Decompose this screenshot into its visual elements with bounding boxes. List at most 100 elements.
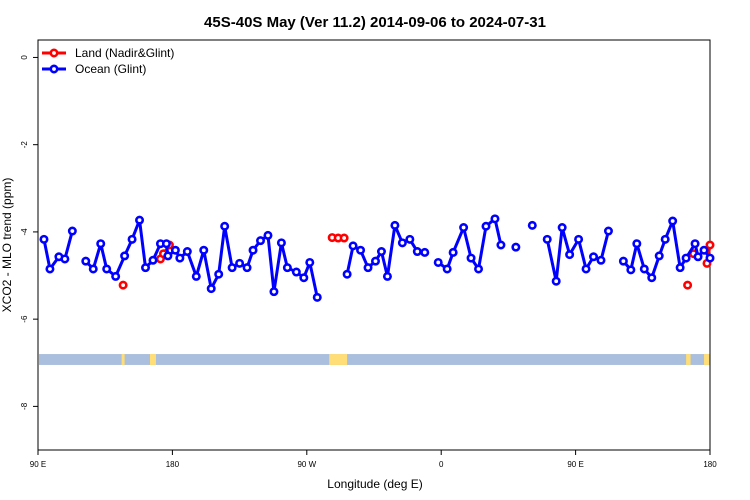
data-point — [161, 239, 171, 249]
x-tick-label: 0 — [439, 460, 444, 469]
data-point — [214, 269, 224, 279]
data-point — [705, 240, 715, 250]
data-point — [596, 255, 606, 265]
y-axis: 0 -2 -4 -6 -8 — [20, 55, 38, 410]
data-point — [668, 216, 678, 226]
data-point — [175, 253, 185, 263]
data-point — [699, 245, 709, 255]
land-band-segment — [686, 354, 691, 365]
data-point — [382, 271, 392, 281]
x-tick-label: 180 — [703, 460, 717, 469]
legend-marker — [49, 64, 59, 74]
data-point — [603, 226, 613, 236]
data-point — [299, 273, 309, 283]
data-point — [490, 214, 500, 224]
land-band-segment — [704, 354, 710, 365]
data-point — [647, 273, 657, 283]
data-point — [102, 264, 112, 274]
data-point — [248, 245, 258, 255]
y-tick-label: -6 — [20, 315, 29, 323]
data-point — [581, 264, 591, 274]
data-point — [263, 230, 273, 240]
data-point — [111, 271, 121, 281]
data-point — [141, 263, 151, 273]
data-point — [96, 239, 106, 249]
data-point — [342, 269, 352, 279]
data-point — [148, 255, 158, 265]
data-point — [589, 252, 599, 262]
data-point — [433, 257, 443, 267]
data-point — [220, 221, 230, 231]
data-point — [496, 240, 506, 250]
data-point — [276, 238, 286, 248]
y-axis-label: XCO2 - MLO trend (ppm) — [0, 178, 14, 313]
data-point — [675, 263, 685, 273]
data-point — [527, 220, 537, 230]
data-point — [632, 239, 642, 249]
data-point — [291, 267, 301, 277]
data-point — [459, 223, 469, 233]
x-tick-label: 90 W — [297, 460, 316, 469]
ocean-band — [39, 354, 709, 365]
data-point — [654, 251, 664, 261]
legend: Land (Nadir&Glint) Ocean (Glint) — [42, 46, 174, 76]
data-point — [182, 247, 192, 257]
data-point — [412, 247, 422, 257]
data-point — [474, 264, 484, 274]
plot-frame — [37, 39, 711, 451]
data-point — [256, 236, 266, 246]
legend-label: Ocean (Glint) — [75, 62, 146, 76]
data-point — [574, 234, 584, 244]
data-point — [405, 234, 415, 244]
data-point — [705, 253, 715, 263]
data-point — [199, 245, 209, 255]
y-tick-label: -8 — [20, 402, 29, 410]
data-point — [206, 284, 216, 294]
data-point — [466, 253, 476, 263]
data-point — [639, 264, 649, 274]
data-series — [39, 214, 715, 302]
data-point — [626, 265, 636, 275]
data-point — [227, 263, 237, 273]
data-point — [420, 247, 430, 257]
chart-title: 45S-40S May (Ver 11.2) 2014-09-06 to 202… — [204, 14, 546, 31]
land-band-segment — [150, 354, 156, 365]
series-line — [42, 230, 74, 271]
data-point — [60, 254, 70, 264]
data-point — [565, 250, 575, 260]
y-tick-label: -2 — [20, 141, 29, 149]
data-point — [312, 292, 322, 302]
series-line — [84, 218, 319, 298]
data-point — [363, 263, 373, 273]
land-band-segment — [329, 354, 348, 365]
x-tick-label: 90 E — [30, 460, 46, 469]
data-point — [282, 263, 292, 273]
data-point — [269, 287, 279, 297]
data-point — [690, 239, 700, 249]
data-point — [170, 245, 180, 255]
data-point — [683, 280, 693, 290]
data-point — [442, 264, 452, 274]
data-point — [660, 234, 670, 244]
legend-marker — [49, 48, 59, 58]
surface-band — [39, 354, 710, 365]
x-tick-label: 180 — [166, 460, 180, 469]
data-point — [120, 251, 130, 261]
data-point — [693, 252, 703, 262]
data-point — [339, 233, 349, 243]
data-point — [163, 251, 173, 261]
data-point — [681, 253, 691, 263]
data-point — [390, 220, 400, 230]
data-point — [448, 247, 458, 257]
data-point — [511, 242, 521, 252]
y-tick-label: 0 — [20, 55, 29, 60]
data-point — [557, 223, 567, 233]
data-point — [118, 280, 128, 290]
land-band-segment — [121, 354, 125, 365]
data-point — [356, 245, 366, 255]
data-point — [551, 276, 561, 286]
data-point — [542, 234, 552, 244]
x-tick-label: 90 E — [567, 460, 583, 469]
data-point — [370, 256, 380, 266]
